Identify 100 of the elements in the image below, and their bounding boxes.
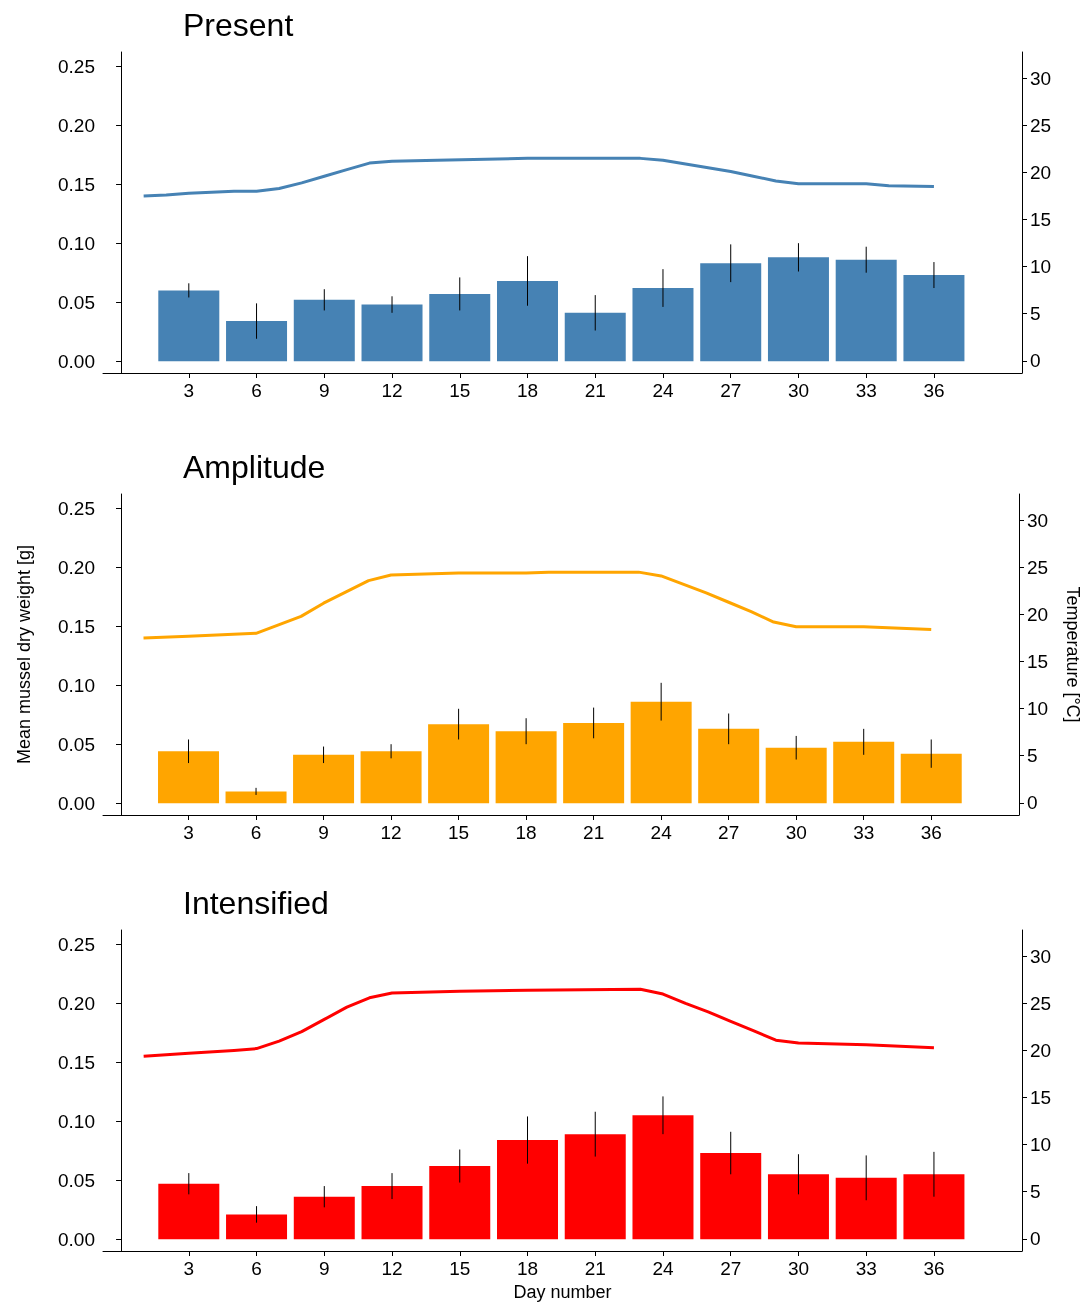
bar <box>158 751 220 804</box>
y2-tick-label: 20 <box>1027 603 1049 625</box>
bar <box>767 257 829 362</box>
bar <box>903 275 965 362</box>
bar <box>158 1183 220 1240</box>
bar <box>361 304 423 362</box>
bar <box>632 288 694 362</box>
x-tick-label: 36 <box>923 380 945 401</box>
x-tick-label: 27 <box>720 1258 742 1279</box>
bar <box>632 1115 694 1240</box>
x-tick-label: 27 <box>718 822 740 843</box>
y2-tick-label: 0 <box>1030 1228 1041 1250</box>
x-tick-label: 21 <box>584 1258 606 1279</box>
y-tick-label: 0.25 <box>58 55 95 77</box>
x-tick-label: 33 <box>855 1258 877 1279</box>
y-tick-label: 0.00 <box>58 792 95 814</box>
y2-tick-label: 10 <box>1030 1134 1052 1156</box>
y2-tick-label: 30 <box>1030 945 1052 967</box>
x-axis-title: Day number <box>513 1281 612 1302</box>
x-tick-label: 15 <box>448 822 470 843</box>
x-tick-label: 33 <box>853 822 875 843</box>
y2-tick-label: 25 <box>1027 556 1049 578</box>
line-series <box>142 156 936 198</box>
y-tick-label: 0.00 <box>58 350 95 372</box>
bar <box>903 1174 965 1240</box>
bar <box>497 280 558 362</box>
y-tick-label: 0.10 <box>58 1110 95 1132</box>
y-tick-label: 0.00 <box>58 1228 95 1250</box>
x-tick-label: 30 <box>787 1258 810 1279</box>
bar <box>360 751 422 804</box>
y2-tick-label: 15 <box>1030 209 1052 231</box>
x-tick-label: 9 <box>318 1258 330 1279</box>
bar <box>700 1153 762 1240</box>
bar <box>835 259 897 362</box>
chart-title: Amplitude <box>183 449 326 485</box>
bar <box>495 731 557 804</box>
y2-tick-label: 15 <box>1030 1087 1052 1109</box>
x-tick-label: 15 <box>449 380 471 401</box>
x-tick-label: 24 <box>652 380 674 401</box>
bar <box>293 754 355 804</box>
x-tick-label: 36 <box>923 1258 945 1279</box>
y-tick-label: 0.20 <box>58 114 95 136</box>
bar <box>361 1186 423 1240</box>
y-tick-label: 0.20 <box>58 556 95 578</box>
x-tick-label: 12 <box>380 822 402 843</box>
x-tick-label: 21 <box>583 822 605 843</box>
y2-tick-label: 20 <box>1030 1039 1052 1061</box>
x-tick-label: 18 <box>516 1258 539 1279</box>
y2-tick-label: 5 <box>1030 303 1041 325</box>
y2-tick-label: 0 <box>1027 792 1038 814</box>
chart-title: Intensified <box>183 885 329 921</box>
y-tick-label: 0.10 <box>58 674 95 696</box>
x-tick-label: 3 <box>183 380 195 401</box>
x-tick-label: 18 <box>516 380 539 401</box>
y-tick-label: 0.15 <box>58 615 95 637</box>
x-tick-label: 3 <box>183 1258 195 1279</box>
line-series <box>142 570 933 640</box>
y2-tick-label: 0 <box>1030 350 1041 372</box>
bar <box>225 791 287 804</box>
x-tick-label: 12 <box>381 380 403 401</box>
bar <box>835 1177 897 1240</box>
x-tick-label: 6 <box>251 1258 262 1279</box>
bar <box>564 312 626 362</box>
x-tick-label: 24 <box>652 1258 674 1279</box>
y-tick-label: 0.05 <box>58 1169 95 1191</box>
line-series <box>142 987 936 1058</box>
y2-axis-title: Temperature [°C] <box>1063 586 1083 723</box>
bar <box>293 299 355 362</box>
bar <box>429 293 491 362</box>
y-tick-label: 0.10 <box>58 232 95 254</box>
x-tick-label: 9 <box>318 380 330 401</box>
y-tick-label: 0.25 <box>58 497 95 519</box>
bar <box>226 1214 288 1240</box>
bar <box>564 1134 626 1240</box>
bar <box>293 1196 355 1240</box>
y-tick-label: 0.05 <box>58 733 95 755</box>
y2-tick-label: 25 <box>1030 114 1052 136</box>
x-tick-label: 27 <box>720 380 742 401</box>
x-tick-label: 36 <box>920 822 942 843</box>
x-tick-label: 18 <box>515 822 537 843</box>
bar <box>428 724 490 804</box>
bar <box>698 728 760 804</box>
y-tick-label: 0.20 <box>58 992 95 1014</box>
x-tick-label: 24 <box>650 822 673 843</box>
chart-title: Present <box>183 7 294 43</box>
bar <box>226 321 288 362</box>
bar <box>765 747 827 804</box>
y2-tick-label: 5 <box>1027 745 1038 767</box>
x-tick-label: 33 <box>855 380 877 401</box>
bar <box>429 1166 491 1240</box>
x-tick-label: 9 <box>318 822 329 843</box>
x-tick-label: 30 <box>787 380 810 401</box>
y-axis-title: Mean mussel dry weight [g] <box>14 544 34 765</box>
y-tick-label: 0.25 <box>58 933 95 955</box>
y-tick-label: 0.05 <box>58 291 95 313</box>
y-tick-label: 0.15 <box>58 173 95 195</box>
bar <box>630 701 692 804</box>
x-tick-label: 3 <box>183 822 194 843</box>
y2-tick-label: 10 <box>1027 698 1049 720</box>
bar <box>497 1140 558 1240</box>
